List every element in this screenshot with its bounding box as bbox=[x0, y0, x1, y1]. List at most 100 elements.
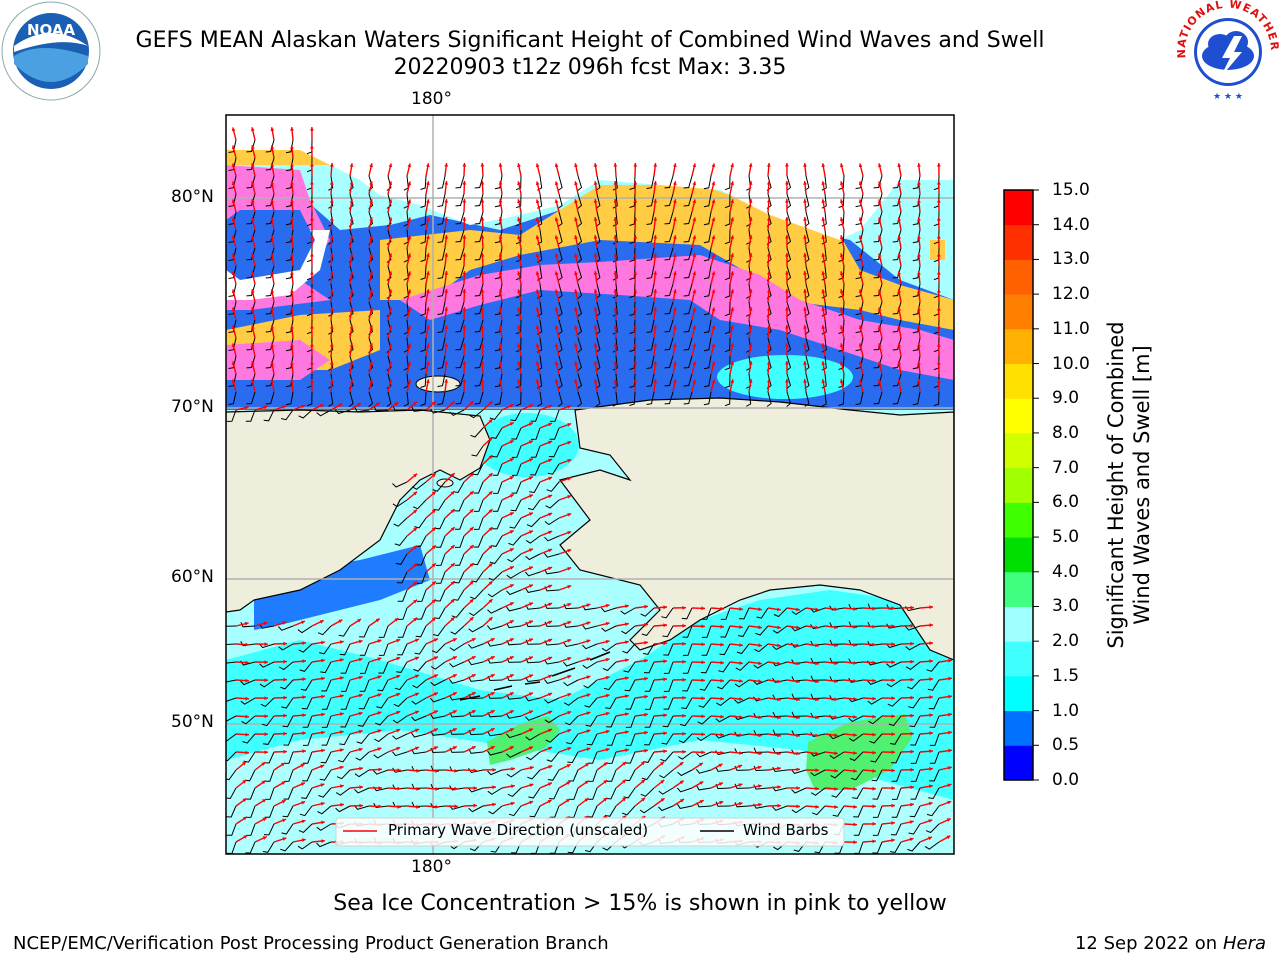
wave-arrowhead bbox=[270, 127, 275, 131]
wave-arrowhead bbox=[682, 623, 686, 628]
wave-arrowhead bbox=[567, 441, 572, 445]
wind-barb bbox=[470, 427, 484, 438]
wave-arrowhead bbox=[369, 163, 373, 168]
wind-barb bbox=[892, 301, 902, 315]
wind-barb bbox=[494, 211, 503, 226]
wave-arrowhead bbox=[777, 607, 781, 612]
wind-barb bbox=[907, 841, 921, 852]
wave-arrowhead bbox=[488, 527, 493, 531]
wave-arrowhead bbox=[593, 199, 598, 203]
wave-arrowhead bbox=[796, 607, 800, 612]
wave-arrowhead bbox=[766, 343, 771, 347]
wave-arrowhead bbox=[415, 692, 419, 697]
wave-arrowhead bbox=[264, 732, 268, 737]
wind-barb bbox=[437, 247, 446, 261]
wave-arrowhead bbox=[270, 253, 275, 257]
wind-barb bbox=[455, 247, 465, 261]
wave-arrowhead bbox=[936, 253, 941, 257]
wave-arrowhead bbox=[821, 163, 826, 167]
wind-barb bbox=[791, 769, 807, 774]
wind-barb bbox=[892, 391, 902, 405]
wave-arrowhead bbox=[872, 750, 876, 755]
wind-barb bbox=[228, 355, 237, 369]
wave-arrowhead bbox=[339, 748, 344, 752]
wind-barb bbox=[397, 607, 408, 620]
wind-barb bbox=[886, 643, 902, 649]
wave-arrowhead bbox=[270, 343, 275, 347]
wind-barb bbox=[912, 355, 921, 370]
wind-barb bbox=[629, 355, 636, 370]
wave-arrowhead bbox=[605, 693, 610, 698]
wind-barb bbox=[873, 319, 883, 333]
wave-arrowhead bbox=[796, 679, 800, 684]
wave-arrowhead bbox=[730, 271, 734, 276]
wave-arrowhead bbox=[231, 163, 236, 168]
wrangel-island bbox=[415, 375, 461, 393]
wave-arrowhead bbox=[834, 661, 838, 666]
wind-barb bbox=[850, 769, 864, 781]
wave-arrowhead bbox=[692, 379, 697, 384]
wind-barb bbox=[525, 553, 541, 561]
wind-barb bbox=[511, 445, 522, 458]
wave-arrowhead bbox=[858, 217, 863, 222]
wave-arrowhead bbox=[349, 325, 354, 329]
wave-arrowhead bbox=[471, 638, 476, 642]
wind-barb bbox=[601, 643, 617, 652]
wave-arrowhead bbox=[270, 271, 275, 275]
wave-arrowhead bbox=[748, 379, 753, 383]
colorbar-band bbox=[1004, 363, 1033, 399]
wind-barb bbox=[420, 301, 427, 316]
wave-arrowhead bbox=[283, 641, 287, 646]
wave-arrowhead bbox=[397, 768, 401, 773]
wave-arrowhead bbox=[821, 235, 826, 239]
wind-barb bbox=[432, 481, 446, 492]
wind-barb bbox=[386, 373, 392, 389]
wave-arrowhead bbox=[910, 695, 914, 700]
wave-arrowhead bbox=[625, 694, 629, 699]
wave-arrowhead bbox=[319, 620, 324, 624]
wind-barb bbox=[525, 587, 541, 593]
wave-arrowhead bbox=[758, 715, 762, 720]
wave-arrowhead bbox=[498, 361, 503, 365]
wind-barb bbox=[529, 481, 541, 494]
wind-barb bbox=[703, 373, 712, 388]
wind-barb bbox=[328, 373, 334, 389]
wind-barb bbox=[386, 301, 392, 317]
wind-barb bbox=[928, 787, 940, 800]
wind-barb bbox=[449, 679, 465, 684]
wave-arrowhead bbox=[757, 784, 762, 788]
wind-barb bbox=[241, 715, 256, 725]
wave-arrowhead bbox=[547, 800, 552, 804]
wave-arrowhead bbox=[834, 715, 838, 720]
wind-barb bbox=[545, 499, 560, 509]
wave-arrowhead bbox=[358, 747, 363, 752]
wave-arrowhead bbox=[349, 343, 354, 347]
wave-arrowhead bbox=[290, 325, 294, 329]
wind-barb bbox=[892, 283, 902, 297]
wave-arrowhead bbox=[719, 800, 724, 805]
wind-barb bbox=[455, 373, 465, 387]
wind-barb bbox=[265, 283, 275, 297]
wave-arrowhead bbox=[897, 199, 902, 203]
wind-barb bbox=[577, 193, 583, 209]
wind-barb bbox=[629, 247, 636, 262]
wind-barb bbox=[791, 749, 807, 755]
wave-arrowhead bbox=[283, 713, 287, 718]
wind-barb bbox=[468, 787, 484, 793]
wind-barb bbox=[548, 787, 560, 800]
wind-barb bbox=[683, 229, 693, 243]
wave-arrowhead bbox=[431, 563, 436, 568]
wind-barb bbox=[753, 661, 769, 669]
wind-barb bbox=[393, 697, 408, 707]
wind-barb bbox=[715, 766, 731, 772]
wave-arrowhead bbox=[701, 642, 705, 647]
wave-arrowhead bbox=[498, 235, 503, 239]
wave-arrowhead bbox=[910, 713, 914, 718]
wind-barb bbox=[677, 803, 693, 809]
wave-arrowhead bbox=[877, 289, 882, 294]
colorbar-tick-label: 9.0 bbox=[1052, 388, 1080, 409]
wind-barb bbox=[678, 733, 693, 744]
wave-arrowhead bbox=[834, 643, 838, 648]
wave-arrowhead bbox=[251, 163, 255, 168]
wind-barb bbox=[646, 301, 655, 315]
